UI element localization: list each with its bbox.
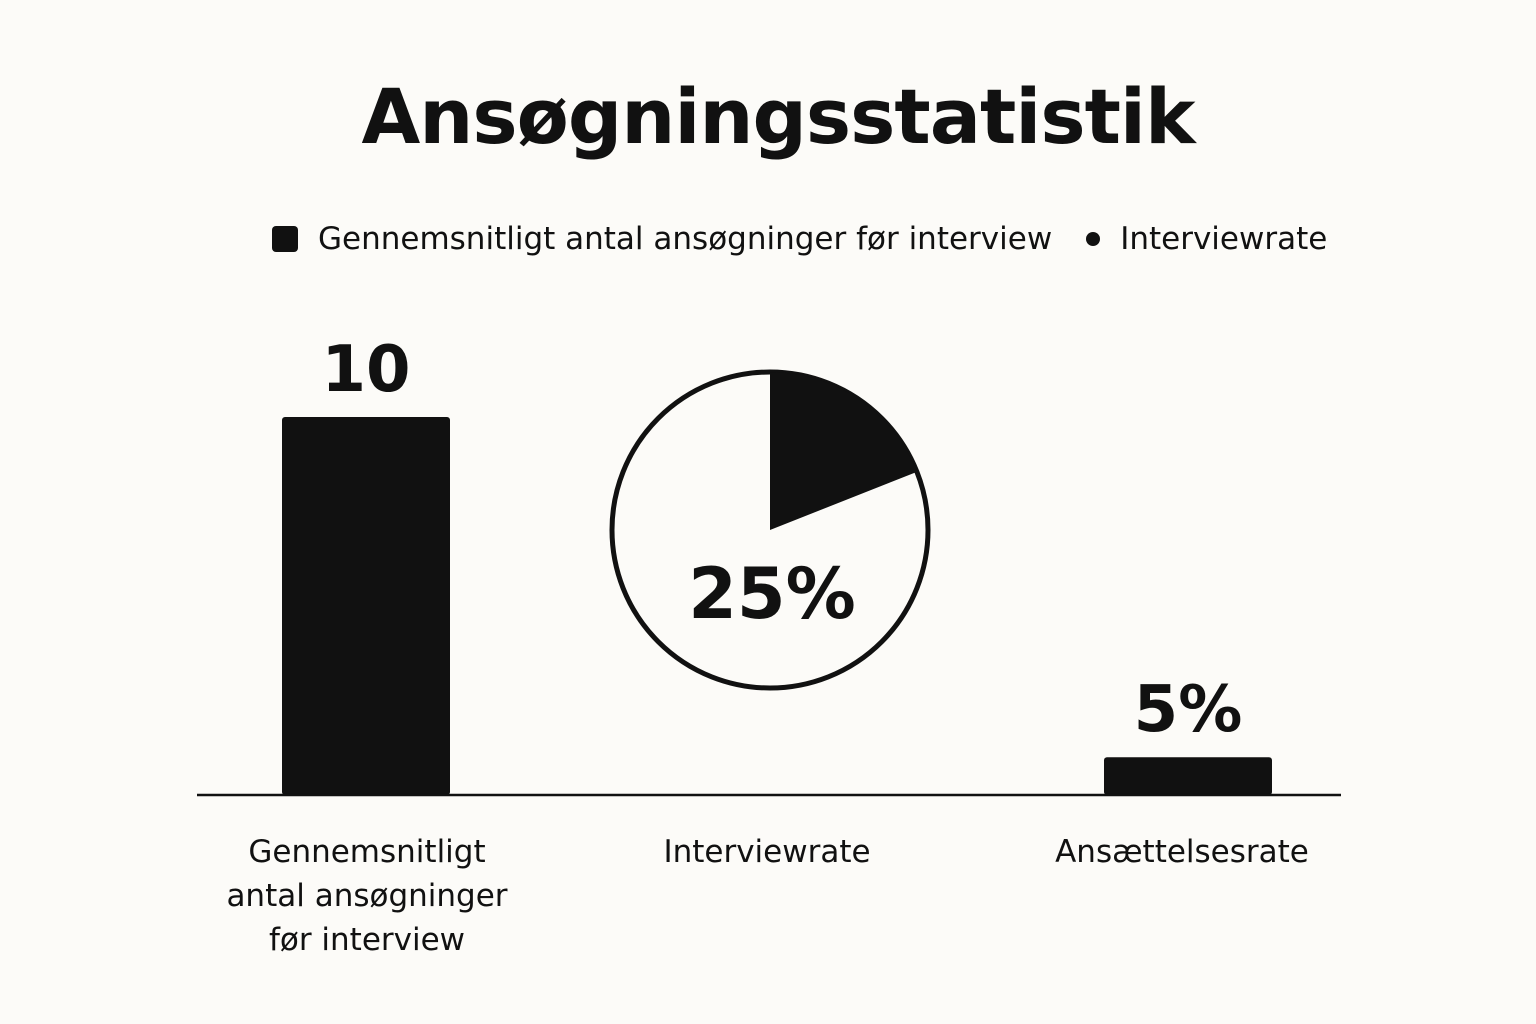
legend: Gennemsnitligt antal ansøgninger før int… <box>272 219 1327 259</box>
category-label-interview-rate: Interviewrate <box>663 834 871 870</box>
legend-dot-marker <box>1086 232 1101 246</box>
chart-title: Ansøgningsstatistik <box>361 72 1195 161</box>
category-label-line: før interview <box>268 922 466 958</box>
pie-interview-rate-value-label: 25% <box>688 553 856 635</box>
bar-avg-applications <box>282 417 450 795</box>
bar-hiring-rate <box>1104 757 1272 795</box>
bar-avg-applications-value-label: 10 <box>321 333 410 407</box>
legend-square-marker <box>272 226 298 252</box>
legend-label-avg-applications: Gennemsnitligt antal ansøgninger før int… <box>318 221 1053 257</box>
category-label-avg-applications: Gennemsnitligt antal ansøgninger før inter… <box>222 830 512 962</box>
category-label-line: Gennemsnitligt <box>248 834 486 870</box>
category-label-line: antal ansøgninger <box>226 878 508 914</box>
pie-interview-rate-slice <box>770 372 917 530</box>
legend-label-interview-rate: Interviewrate <box>1120 221 1328 257</box>
bar-hiring-rate-value-label: 5% <box>1134 673 1243 747</box>
category-label-hiring-rate: Ansættelsesrate <box>1055 834 1309 870</box>
